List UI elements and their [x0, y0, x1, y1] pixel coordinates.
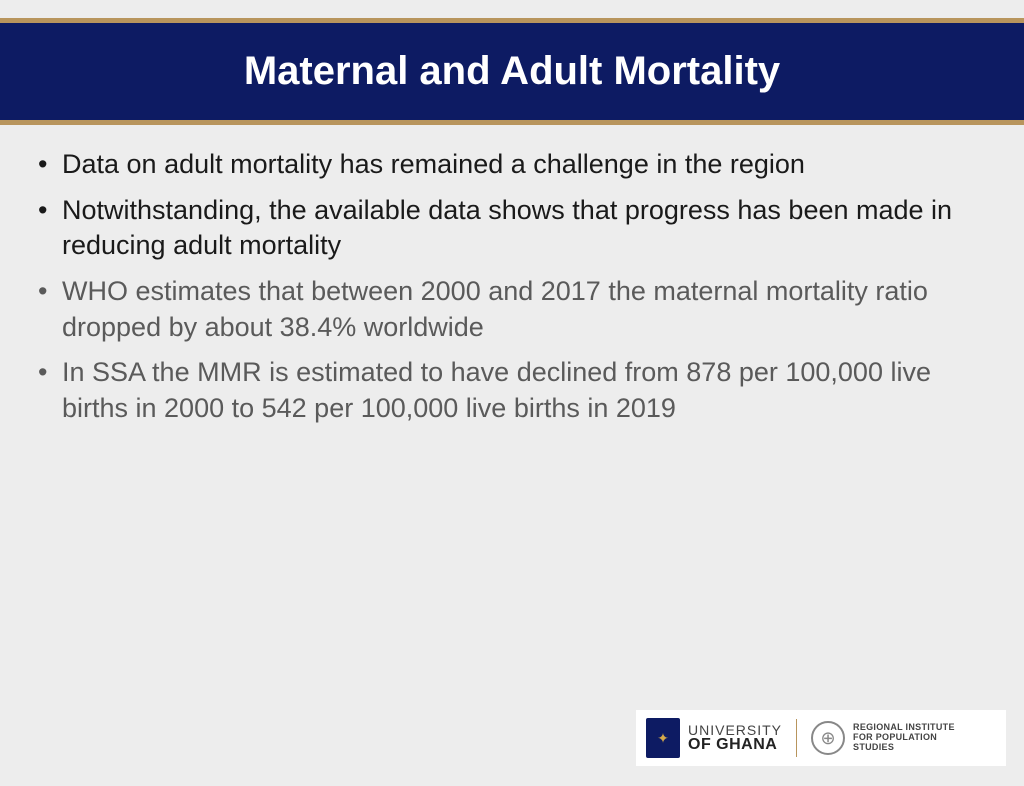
university-line1: UNIVERSITY — [688, 723, 782, 737]
bullet-item: Data on adult mortality has remained a c… — [34, 147, 990, 183]
bullet-item: WHO estimates that between 2000 and 2017… — [34, 274, 990, 345]
title-bar: Maternal and Adult Mortality — [0, 23, 1024, 120]
institute-name: REGIONAL INSTITUTE FOR POPULATION STUDIE… — [853, 723, 955, 753]
university-name: UNIVERSITY OF GHANA — [688, 723, 782, 753]
crest-glyph: ✦ — [657, 731, 669, 745]
globe-icon: ⊕ — [811, 721, 845, 755]
institute-line3: STUDIES — [853, 743, 955, 753]
slide-title: Maternal and Adult Mortality — [20, 49, 1004, 94]
bullet-list: Data on adult mortality has remained a c… — [34, 147, 990, 426]
bullet-item: In SSA the MMR is estimated to have decl… — [34, 355, 990, 426]
footer-logo-block: ✦ UNIVERSITY OF GHANA ⊕ REGIONAL INSTITU… — [636, 710, 1006, 766]
bullet-item: Notwithstanding, the available data show… — [34, 193, 990, 264]
logo-divider — [796, 719, 797, 757]
university-crest-icon: ✦ — [646, 718, 680, 758]
slide-header: Maternal and Adult Mortality — [0, 18, 1024, 125]
slide-content: Data on adult mortality has remained a c… — [0, 125, 1024, 426]
university-line2: OF GHANA — [688, 737, 782, 753]
